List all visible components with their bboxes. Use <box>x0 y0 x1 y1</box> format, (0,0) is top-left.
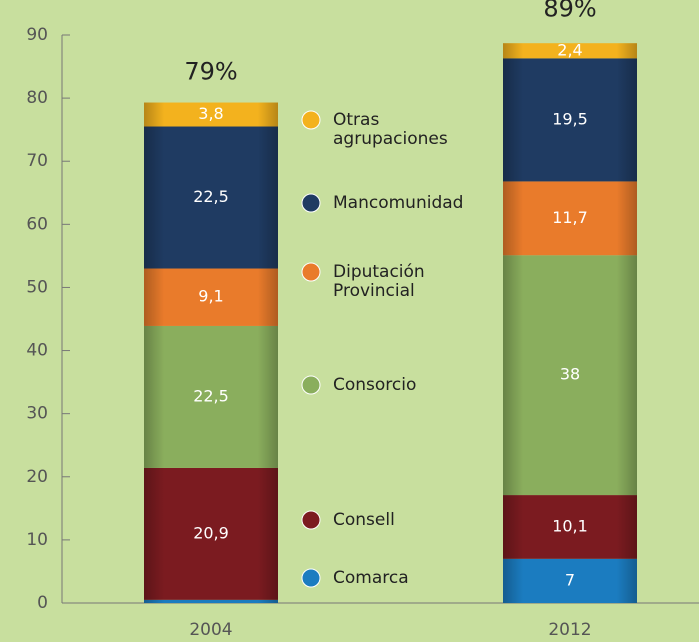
y-tick-label: 10 <box>26 530 48 550</box>
y-tick-label: 60 <box>26 214 48 234</box>
y-tick-label: 40 <box>26 341 48 361</box>
y-tick-label: 0 <box>37 593 48 613</box>
legend-swatch <box>301 110 321 130</box>
legend-label: Comarca <box>333 568 409 588</box>
y-tick-label: 70 <box>26 151 48 171</box>
y-tick-label: 80 <box>26 88 48 108</box>
x-tick-label: 2004 <box>189 620 232 640</box>
y-tick-label: 30 <box>26 404 48 424</box>
total-label: 89% <box>543 0 596 22</box>
legend-label: Mancomunidad <box>333 193 463 213</box>
legend-swatch <box>301 510 321 530</box>
bar-shade <box>144 102 278 603</box>
x-tick-label: 2012 <box>548 620 591 640</box>
bar-shade <box>503 43 637 603</box>
legend-swatch <box>301 262 321 282</box>
legend-label: Otras agrupaciones <box>333 110 448 149</box>
total-label: 79% <box>184 57 237 85</box>
legend-swatch <box>301 193 321 213</box>
y-tick-label: 20 <box>26 467 48 487</box>
legend-swatch <box>301 568 321 588</box>
legend-swatch <box>301 375 321 395</box>
legend-label: Consell <box>333 510 395 530</box>
legend-label: Consorcio <box>333 375 416 395</box>
y-tick-label: 90 <box>26 25 48 45</box>
y-tick-label: 50 <box>26 277 48 297</box>
legend-label: Diputación Provincial <box>333 262 425 301</box>
